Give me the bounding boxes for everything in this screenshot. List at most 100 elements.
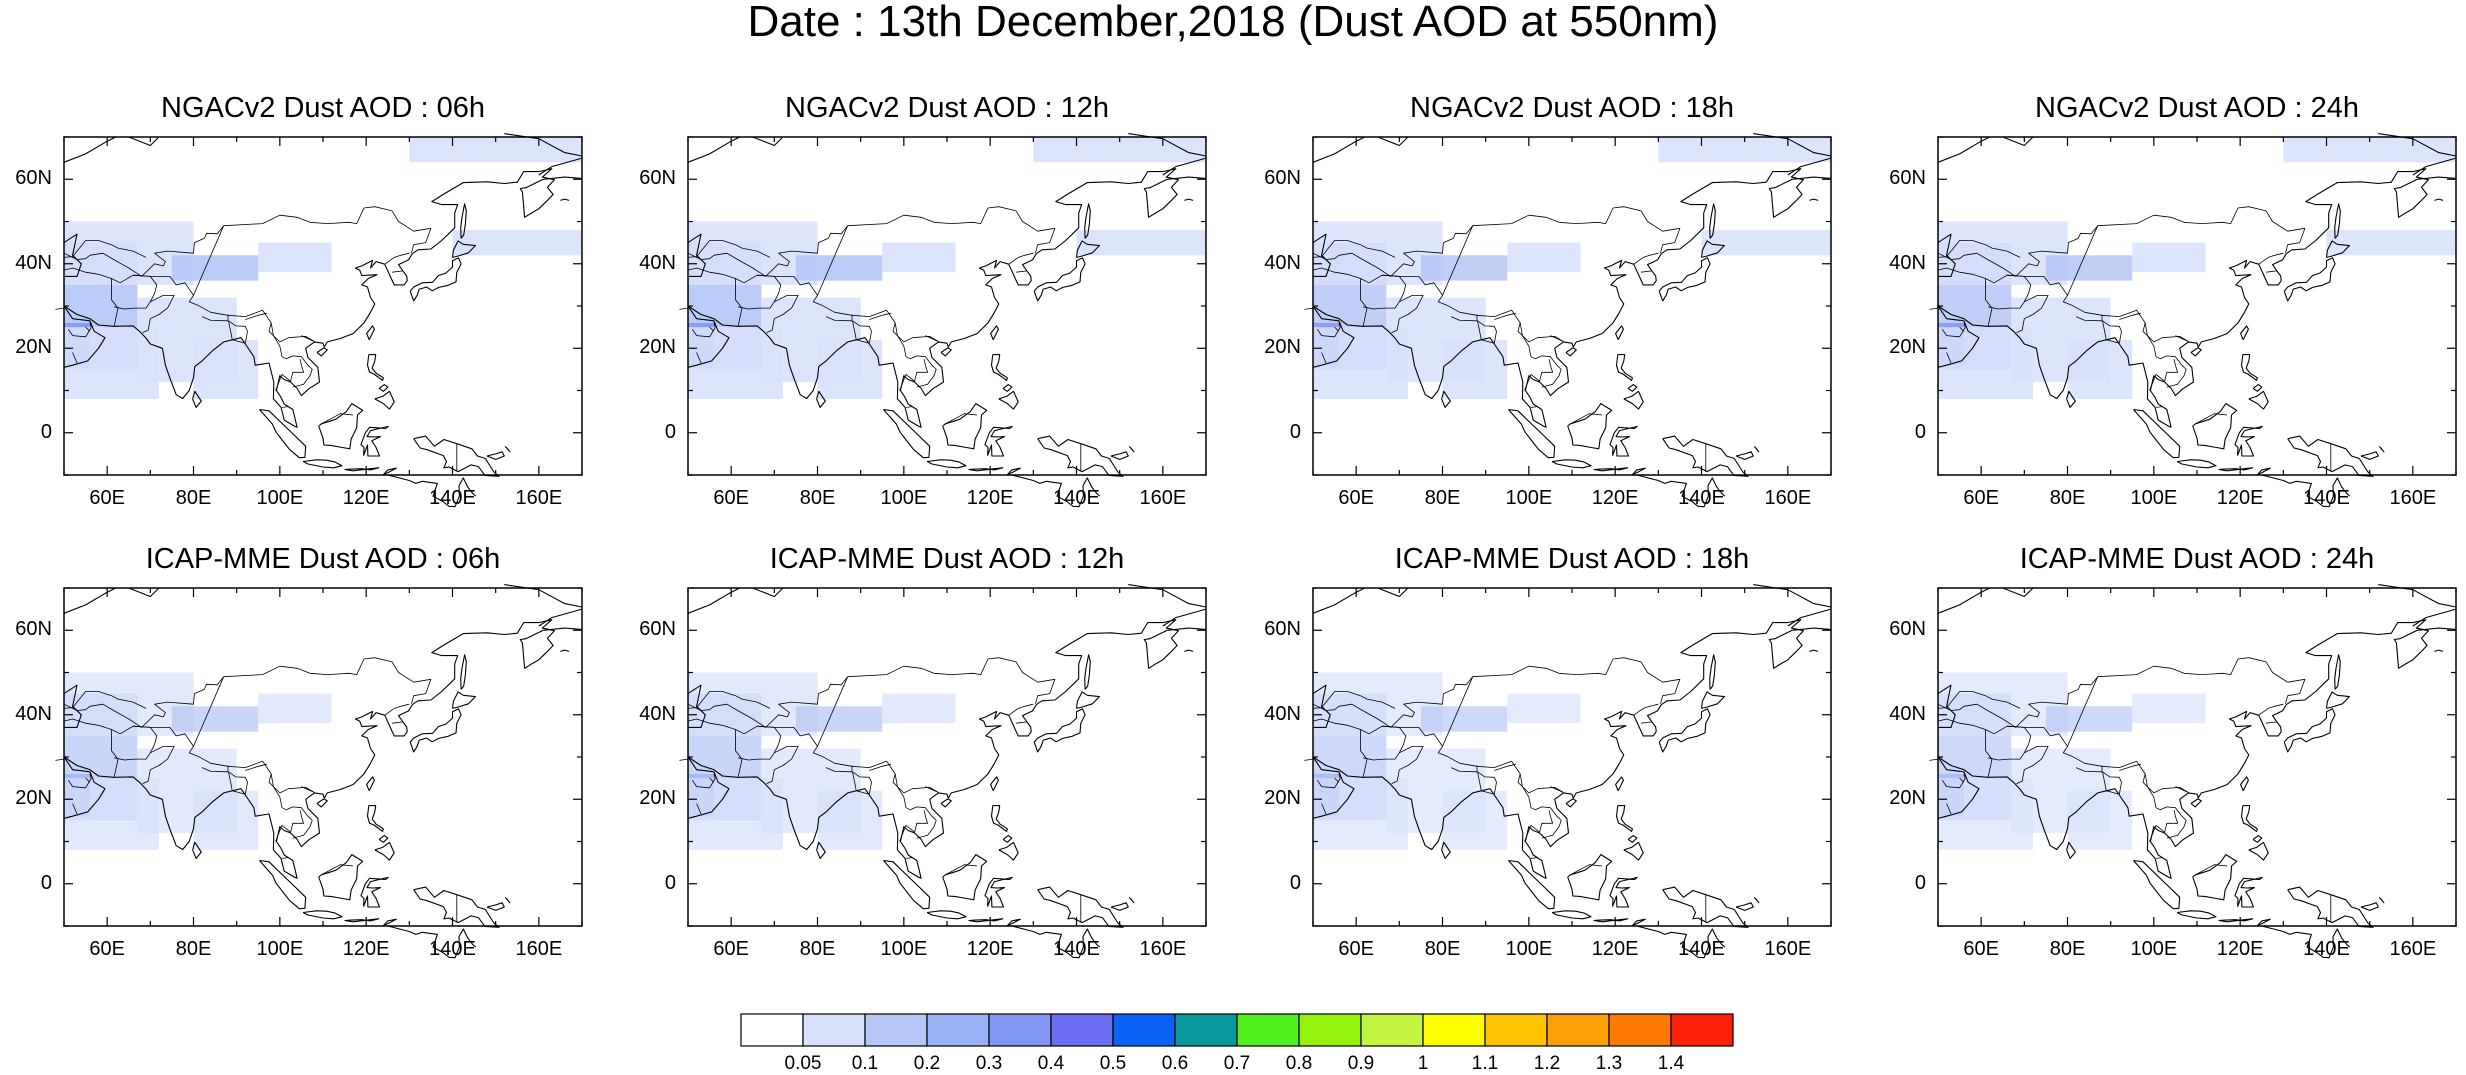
country-border	[709, 326, 715, 332]
coastline	[1615, 354, 1633, 381]
lat-tick-label: 60N	[1889, 618, 1926, 641]
lat-tick-label: 60N	[15, 167, 52, 190]
panel-title: ICAP-MME Dust AOD : 24h	[2019, 543, 2375, 575]
colorbar-tick-label: 0.1	[851, 1053, 879, 1074]
country-border	[2119, 763, 2141, 771]
country-border	[301, 335, 315, 342]
coastline	[1184, 649, 1194, 652]
coastline	[1593, 918, 1629, 923]
colorbar-box	[926, 1013, 990, 1047]
coastline	[1792, 627, 1832, 631]
coastline	[1312, 619, 1804, 879]
country-border	[2016, 745, 2049, 784]
coastline	[1567, 403, 1613, 450]
country-border	[899, 810, 929, 842]
coastline	[387, 474, 477, 508]
country-border	[201, 314, 229, 322]
country-border	[1494, 312, 1516, 320]
country-border	[825, 765, 853, 773]
country-border	[2149, 359, 2179, 391]
coastline	[2192, 403, 2238, 450]
coastline	[2417, 176, 2457, 180]
country-border	[691, 322, 716, 338]
country-border	[1450, 765, 1478, 773]
coastline	[2412, 157, 2457, 176]
country-border	[735, 729, 743, 778]
country-border	[384, 252, 410, 265]
coastline	[687, 305, 730, 368]
country-border	[1312, 225, 1474, 277]
country-border	[738, 725, 782, 761]
dust-region	[1507, 242, 1581, 273]
coastline	[486, 902, 505, 911]
coastline	[942, 403, 988, 450]
coastline	[968, 467, 1004, 472]
coastline	[2002, 136, 2034, 147]
country-border	[1360, 729, 1368, 778]
lat-tick-label: 20N	[1889, 336, 1926, 359]
lon-tick-label: 100E	[256, 938, 304, 960]
country-border	[2195, 413, 2228, 425]
country-border	[687, 267, 939, 343]
coastline	[504, 896, 511, 904]
country-border	[67, 773, 92, 789]
lon-tick-label: 80E	[2049, 487, 2086, 509]
colorbar-box	[1422, 1013, 1486, 1047]
map-plot	[679, 584, 1207, 959]
lat-tick-label: 40N	[1889, 702, 1926, 725]
country-border	[1633, 703, 1659, 716]
country-border	[817, 657, 1056, 747]
colorbar-box	[1174, 1013, 1238, 1047]
country-border	[1391, 745, 1424, 784]
coastline	[883, 859, 931, 910]
colorbar-tick-label: 0.5	[1099, 1053, 1127, 1074]
coastline	[1508, 859, 1556, 910]
coastline	[2176, 459, 2217, 469]
map-panel: ICAP-MME Dust AOD : 06h 60N 40N 20N 0 60E 80E 1…	[15, 544, 583, 960]
lon-tick-label: 60E	[1338, 938, 1374, 960]
country-border	[270, 773, 313, 839]
country-border	[696, 803, 702, 815]
dust-region	[2326, 229, 2456, 256]
country-border	[1334, 326, 1340, 332]
country-border	[1929, 307, 1939, 310]
country-border	[1959, 326, 1965, 332]
country-border	[679, 307, 689, 310]
coastline	[1631, 918, 1646, 927]
lat-tick-label: 40N	[639, 702, 676, 725]
country-border	[111, 278, 119, 327]
country-border	[72, 352, 78, 364]
lon-tick-label: 100E	[880, 487, 928, 509]
country-border	[817, 206, 1056, 296]
lat-tick-label: 60N	[15, 618, 52, 641]
coastline	[1937, 619, 2429, 879]
country-border	[1941, 322, 1966, 338]
dust-region	[193, 790, 259, 850]
coastline	[1011, 925, 1101, 959]
dust-region	[2132, 693, 2206, 724]
country-border	[905, 406, 913, 408]
lon-tick-label: 140E	[2303, 487, 2350, 509]
coastline	[1110, 451, 1129, 460]
coastline	[2248, 841, 2269, 861]
map-panel: ICAP-MME Dust AOD : 12h 60N 40N 20N 0 60E 80E 1…	[639, 544, 1207, 960]
country-border	[1937, 691, 2021, 709]
coastline	[543, 627, 583, 631]
coastline	[883, 408, 931, 459]
coastline	[316, 798, 328, 808]
country-border	[735, 278, 743, 327]
country-border	[2258, 252, 2284, 265]
country-border	[2195, 864, 2228, 876]
coastline	[1508, 408, 1556, 459]
lat-tick-label: 0	[1289, 420, 1301, 443]
lon-tick-label: 160E	[2389, 487, 2437, 509]
country-border	[1929, 758, 1939, 761]
colorbar-tick-label: 1.4	[1657, 1053, 1685, 1074]
country-border	[193, 206, 432, 296]
country-border	[899, 359, 929, 391]
lat-tick-label: 0	[1914, 420, 1926, 443]
colorbar-tick-label: 1	[1417, 1053, 1429, 1074]
coastline	[926, 459, 967, 469]
coastline	[1033, 257, 1086, 302]
country-border	[228, 771, 248, 795]
